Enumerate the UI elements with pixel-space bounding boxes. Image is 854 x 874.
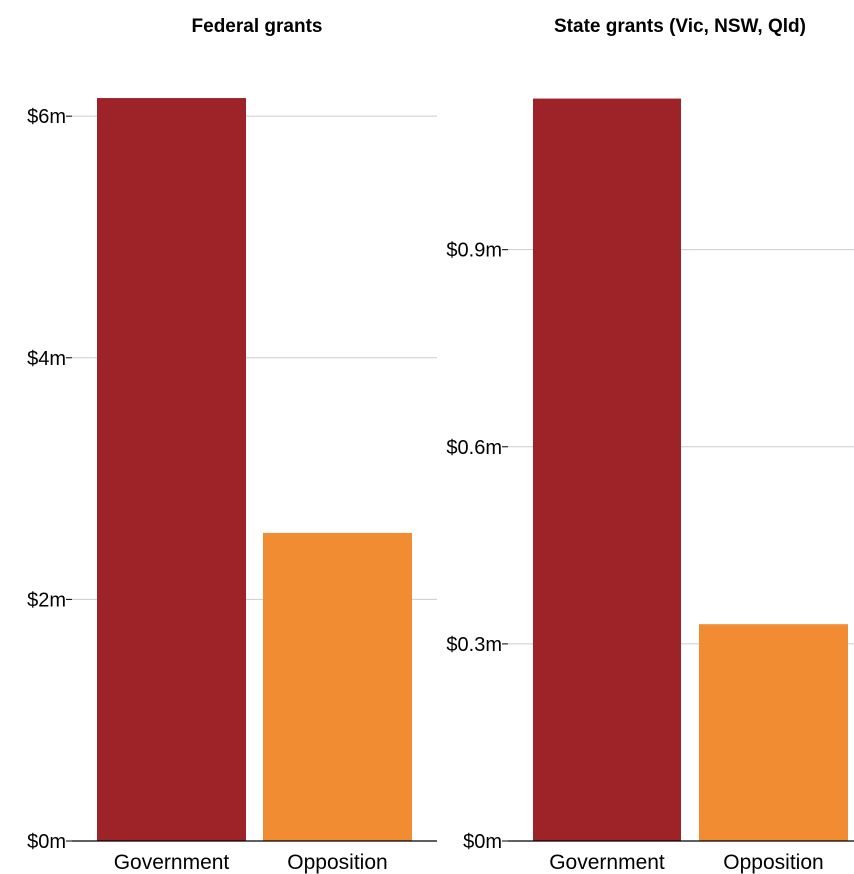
state-category-label-government: Government [549, 851, 665, 874]
state-y-tick-label: $0m [463, 831, 502, 853]
federal-y-tick-label: $0m [27, 831, 66, 853]
state-category-label-opposition: Opposition [723, 851, 823, 874]
state-y-tick-label: $0.9m [446, 240, 502, 262]
federal-y-tick-label: $6m [27, 106, 66, 128]
federal-y-tick-label: $2m [27, 589, 66, 611]
state-y-tick-label: $0.6m [446, 437, 502, 459]
state-grants-title: State grants (Vic, NSW, Qld) [554, 16, 806, 37]
federal-grants-title: Federal grants [192, 16, 323, 37]
federal-bar-opposition [263, 532, 412, 841]
federal-category-label-government: Government [114, 851, 230, 874]
federal-y-tick-label: $4m [27, 348, 66, 370]
state-grants-panel: State grants (Vic, NSW, Qld) $0m $0.3m $0.… [446, 16, 854, 874]
federal-category-label-opposition: Opposition [287, 851, 387, 874]
state-y-tick-label: $0.3m [446, 634, 502, 656]
state-bar-government [533, 98, 681, 841]
state-bar-opposition [699, 624, 848, 841]
federal-grants-panel: Federal grants $0m $2m $4m $6m Government Opp… [27, 16, 437, 874]
federal-bar-government [97, 98, 246, 841]
